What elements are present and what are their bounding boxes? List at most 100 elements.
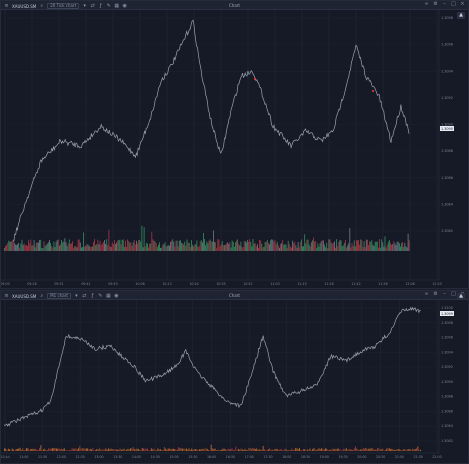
price-tick-label: 1.3088	[441, 395, 453, 399]
price-tick-label: 1.3092	[441, 365, 453, 369]
volume-bar	[130, 242, 132, 251]
volume-bar	[234, 450, 235, 451]
volume-bar	[375, 450, 377, 451]
window-controls-top: ∞ ⚙ – □ ×	[424, 2, 465, 7]
volume-bar	[345, 239, 346, 251]
symbol-label[interactable]: XAUUSD.SM	[12, 3, 37, 9]
camera-icon[interactable]: ◉	[122, 2, 127, 9]
volume-bar	[10, 241, 12, 251]
volume-bar	[252, 239, 254, 251]
volume-bar	[394, 450, 395, 451]
volume-bar	[295, 448, 297, 451]
compare-icon[interactable]: ⇄	[82, 292, 87, 299]
interval-selector[interactable]: M1 chart	[47, 293, 71, 299]
volume-bar	[7, 243, 9, 251]
chart-pane-top[interactable]: ≡ XAUUSD.SM ⌕ 20 Tick chart ▾ ⇄ ƒ ✎ ▦ ◉ …	[0, 0, 469, 289]
collapse-panel-button[interactable]: ▲	[457, 293, 465, 300]
volume-bar	[17, 449, 18, 451]
indicators-icon[interactable]: ƒ	[91, 292, 94, 299]
volume-bar	[307, 239, 309, 251]
collapse-panel-button[interactable]: ▲	[457, 12, 465, 19]
volume-bar	[303, 449, 304, 451]
link-icon[interactable]: ∞	[424, 1, 429, 7]
maximize-icon[interactable]: □	[451, 291, 456, 297]
volume-bar	[179, 448, 181, 451]
volume-bar	[79, 445, 81, 451]
volume-bar	[131, 448, 133, 451]
volume-bar	[44, 245, 46, 251]
drawing-icon[interactable]: ✎	[98, 292, 103, 299]
volume-bar	[343, 448, 345, 451]
volume-bar	[123, 246, 125, 251]
volume-bar	[186, 239, 188, 251]
volume-bar	[342, 245, 344, 251]
settings-icon[interactable]: ⚙	[433, 291, 438, 297]
camera-icon[interactable]: ◉	[114, 292, 119, 299]
volume-bar	[6, 450, 8, 451]
price-tick-label: 1.3082	[441, 229, 453, 233]
volume-bar	[318, 246, 320, 251]
drawing-icon[interactable]: ✎	[106, 2, 111, 9]
minimize-icon[interactable]: –	[443, 1, 446, 7]
volume-bar	[72, 241, 73, 251]
volume-bar	[143, 448, 144, 451]
interval-selector[interactable]: 20 Tick chart	[47, 3, 80, 9]
volume-bar	[295, 245, 297, 251]
volume-bar	[187, 449, 189, 451]
price-chart-top[interactable]: 1.3098 1.3096 1.3094 1.3092 1.3090 1.3088 1.30…	[1, 1, 469, 289]
volume-bar	[192, 449, 194, 451]
volume-bar	[338, 448, 339, 451]
link-icon[interactable]: ∞	[424, 291, 429, 297]
settings-icon[interactable]: ⚙	[433, 1, 438, 7]
compare-icon[interactable]: ⇄	[90, 2, 95, 9]
volume-bar	[367, 239, 368, 251]
volume-bar	[169, 245, 170, 251]
chart-pane-bottom[interactable]: ≡ XAUUSD.SM ⌕ M1 chart ▾ ⇄ ƒ ✎ ▦ ◉ Chart…	[0, 290, 469, 464]
volume-bar	[21, 239, 23, 251]
search-icon[interactable]: ⌕	[40, 292, 44, 299]
chart-menu-icon[interactable]: ≡	[4, 292, 9, 299]
volume-bar	[28, 240, 29, 251]
price-axis: 1.3100 1.3098 1.3096 1.3094 1.3092 1.3090 1.30…	[440, 306, 454, 443]
template-icon[interactable]: ▦	[106, 292, 111, 299]
indicators-icon[interactable]: ƒ	[99, 2, 102, 9]
volume-bar	[68, 239, 70, 251]
minimize-icon[interactable]: –	[443, 291, 446, 297]
chevron-down-icon[interactable]: ▾	[83, 2, 86, 9]
volume-bar	[50, 448, 52, 451]
volume-bar	[141, 448, 143, 451]
volume-bar	[144, 448, 146, 451]
volume-bar	[43, 449, 44, 451]
volume-bar	[108, 229, 110, 251]
volume-bar	[127, 239, 128, 251]
volume-bar	[51, 245, 53, 251]
volume-bar	[81, 247, 82, 251]
volume-bar	[352, 245, 354, 251]
search-icon[interactable]: ⌕	[40, 2, 44, 9]
price-chart-bottom[interactable]: 1.3100 1.3098 1.3096 1.3094 1.3092 1.3090 1.30…	[1, 291, 469, 464]
volume-bar	[151, 232, 153, 251]
volume-bar	[253, 448, 255, 451]
volume-bar	[417, 446, 419, 451]
maximize-icon[interactable]: □	[451, 1, 456, 7]
volume-bar	[189, 450, 191, 451]
signal-marker	[254, 78, 256, 80]
close-icon[interactable]: ×	[460, 1, 465, 7]
volume-bar	[293, 449, 295, 451]
symbol-label[interactable]: XAUUSD.SM	[12, 293, 37, 299]
volume-bar	[4, 247, 5, 251]
volume-bar	[106, 449, 108, 451]
volume-bar	[299, 241, 301, 251]
volume-bar	[53, 448, 55, 451]
volume-bar	[85, 448, 87, 451]
time-tick-label: 17:00	[245, 455, 254, 459]
template-icon[interactable]: ▦	[114, 2, 120, 9]
volume-bar	[387, 241, 389, 251]
volume-bar	[115, 244, 116, 251]
volume-bar	[414, 449, 416, 451]
volume-bar	[218, 239, 220, 251]
chart-menu-icon[interactable]: ≡	[4, 2, 9, 9]
chevron-down-icon[interactable]: ▾	[75, 292, 78, 299]
volume-bar	[321, 448, 323, 451]
volume-bar	[412, 448, 414, 451]
